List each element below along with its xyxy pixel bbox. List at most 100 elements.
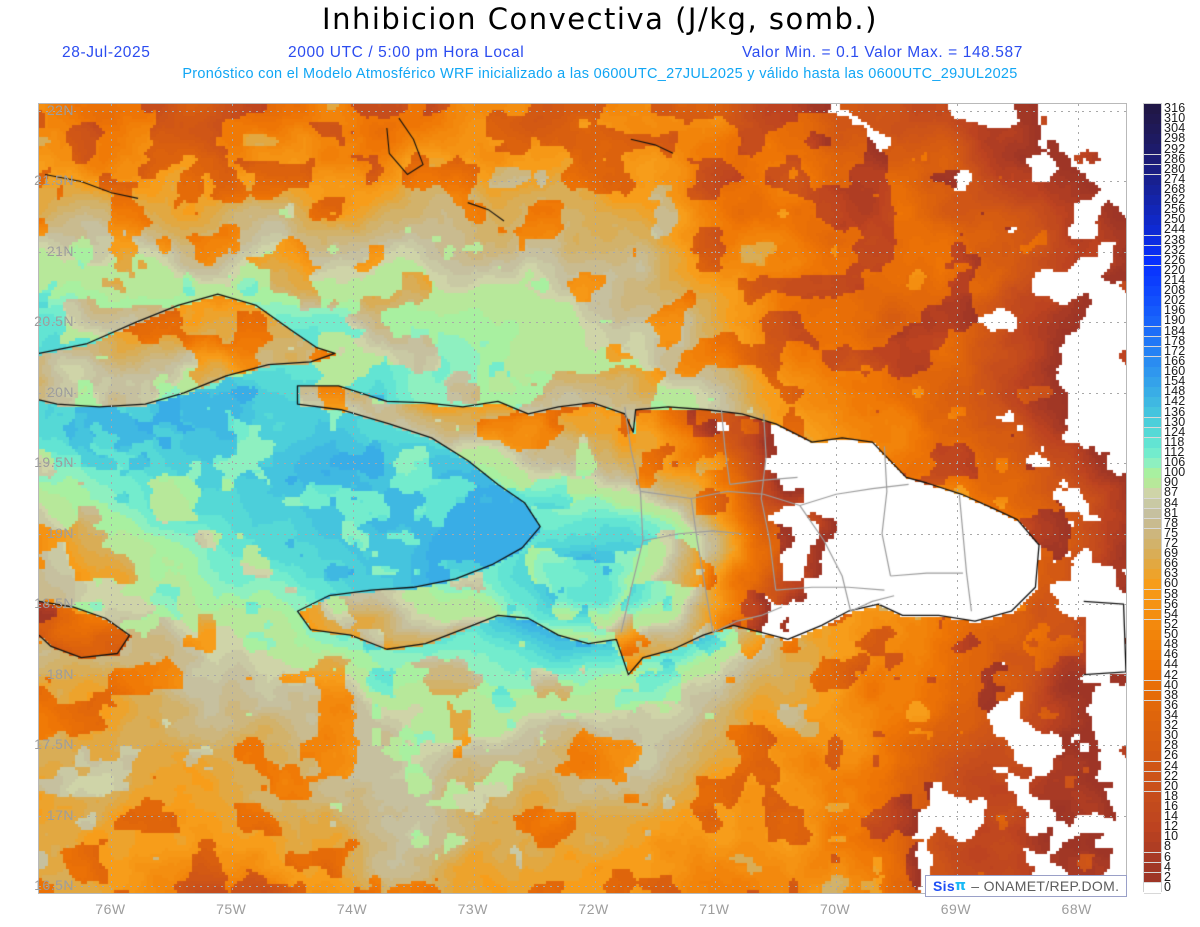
colorbar-tick: 56: [1164, 596, 1179, 611]
colorbar-segment: [1144, 741, 1161, 752]
colorbar-segment: [1144, 286, 1161, 297]
colorbar-segment: [1144, 377, 1161, 388]
colorbar-segment: [1144, 640, 1161, 651]
colorbar-tick: 12: [1164, 819, 1179, 834]
colorbar[interactable]: [1143, 103, 1162, 894]
colorbar-tick: 226: [1164, 252, 1186, 267]
colorbar-segment: [1144, 356, 1161, 368]
colorbar-tick: 34: [1164, 707, 1179, 722]
colorbar-segment: [1144, 690, 1161, 702]
colorbar-segment: [1144, 458, 1161, 469]
colorbar-segment: [1144, 872, 1161, 884]
colorbar-tick: 63: [1164, 566, 1179, 581]
status-badge: Sis π – ONAMET/REP.DOM.: [925, 875, 1128, 897]
colorbar-tick: 44: [1164, 657, 1179, 672]
colorbar-segment: [1144, 235, 1161, 247]
colorbar-segment: [1144, 184, 1161, 196]
colorbar-tick: 48: [1164, 637, 1179, 652]
colorbar-tick: 148: [1164, 384, 1186, 399]
colorbar-tick: 262: [1164, 192, 1186, 207]
colorbar-tick: 10: [1164, 829, 1179, 844]
colorbar-tick: 238: [1164, 232, 1186, 247]
map-plot-area[interactable]: [38, 103, 1127, 894]
colorbar-segment: [1144, 670, 1161, 682]
colorbar-tick: 30: [1164, 728, 1179, 743]
colorbar-segment: [1144, 195, 1161, 206]
colorbar-tick: 38: [1164, 687, 1179, 702]
colorbar-tick: 32: [1164, 718, 1179, 733]
colorbar-segment: [1144, 225, 1161, 237]
colorbar-segment: [1144, 296, 1161, 307]
colorbar-segment: [1144, 832, 1161, 843]
colorbar-segment: [1144, 751, 1161, 763]
colorbar-tick: 87: [1164, 485, 1179, 500]
colorbar-tick: 58: [1164, 586, 1179, 601]
colorbar-tick: 40: [1164, 677, 1179, 692]
colorbar-tick: 46: [1164, 647, 1179, 662]
colorbar-segment: [1144, 609, 1161, 621]
colorbar-tick: 20: [1164, 778, 1179, 793]
colorbar-tick: 28: [1164, 738, 1179, 753]
colorbar-segment: [1144, 761, 1161, 773]
colorbar-segment: [1144, 447, 1161, 459]
colorbar-segment: [1144, 559, 1161, 570]
colorbar-tick: 304: [1164, 121, 1186, 136]
colorbar-segment: [1144, 852, 1161, 864]
colorbar-tick: 124: [1164, 424, 1186, 439]
colorbar-segment: [1144, 205, 1161, 216]
colorbar-tick: 130: [1164, 414, 1186, 429]
colorbar-segment: [1144, 417, 1161, 429]
colorbar-segment: [1144, 630, 1161, 641]
colorbar-tick: 52: [1164, 616, 1179, 631]
lat-tick-label: 22N: [46, 102, 74, 119]
colorbar-tick: 178: [1164, 333, 1186, 348]
colorbar-tick: 214: [1164, 273, 1186, 288]
colorbar-segment: [1144, 771, 1161, 783]
lat-tick-label: 20N: [46, 383, 74, 400]
colorbar-segment: [1144, 427, 1161, 439]
colorbar-segment: [1144, 801, 1161, 813]
header-subline: 28-Jul-2025 2000 UTC / 5:00 pm Hora Loca…: [0, 44, 1148, 64]
colorbar-tick: 268: [1164, 181, 1186, 196]
lat-tick-label: 16.5N: [34, 876, 74, 893]
colorbar-tick: 75: [1164, 525, 1179, 540]
lat-tick-label: 18.5N: [34, 595, 74, 612]
colorbar-tick: 60: [1164, 576, 1179, 591]
lat-tick-label: 21.5N: [34, 172, 74, 189]
lon-tick-label: 75W: [216, 901, 247, 917]
lat-tick-label: 17N: [46, 806, 74, 823]
lon-tick-label: 74W: [336, 901, 368, 917]
colorbar-tick: 24: [1164, 758, 1179, 773]
colorbar-tick: 2: [1164, 869, 1172, 884]
colorbar-segment: [1144, 134, 1161, 146]
colorbar-segment: [1144, 245, 1161, 257]
lon-tick-label: 71W: [699, 901, 730, 917]
colorbar-tick: 142: [1164, 394, 1186, 409]
colorbar-segment: [1144, 589, 1161, 601]
page-title: Inhibicion Convectiva (J/kg, somb.): [322, 2, 878, 36]
colorbar-segment: [1144, 791, 1161, 803]
colorbar-segment: [1144, 407, 1161, 419]
colorbar-tick: 14: [1164, 809, 1179, 824]
colorbar-segment: [1144, 275, 1161, 287]
colorbar-tick: 160: [1164, 364, 1186, 379]
colorbar-tick: 90: [1164, 475, 1179, 490]
value-range-text: Valor Min. = 0.1 Valor Max. = 148.587: [742, 44, 1023, 61]
colorbar-segment: [1144, 508, 1161, 520]
lat-tick-label: 21N: [46, 242, 74, 259]
colorbar-tick: 36: [1164, 697, 1179, 712]
colorbar-segment: [1144, 569, 1161, 580]
colorbar-tick: 166: [1164, 353, 1186, 368]
colorbar-segment: [1144, 397, 1161, 409]
lon-tick-label: 73W: [457, 901, 488, 917]
colorbar-segment: [1144, 700, 1161, 712]
colorbar-tick: 0: [1164, 879, 1172, 894]
colorbar-tick: 184: [1164, 323, 1186, 338]
brand-sis-label: Sis: [933, 878, 955, 894]
colorbar-tick: 112: [1164, 444, 1185, 459]
colorbar-segment: [1144, 215, 1161, 226]
colorbar-tick: 16: [1164, 799, 1179, 814]
lat-tick-label: 18N: [46, 665, 74, 682]
colorbar-tick: 232: [1164, 242, 1186, 257]
colorbar-segment: [1144, 346, 1161, 358]
